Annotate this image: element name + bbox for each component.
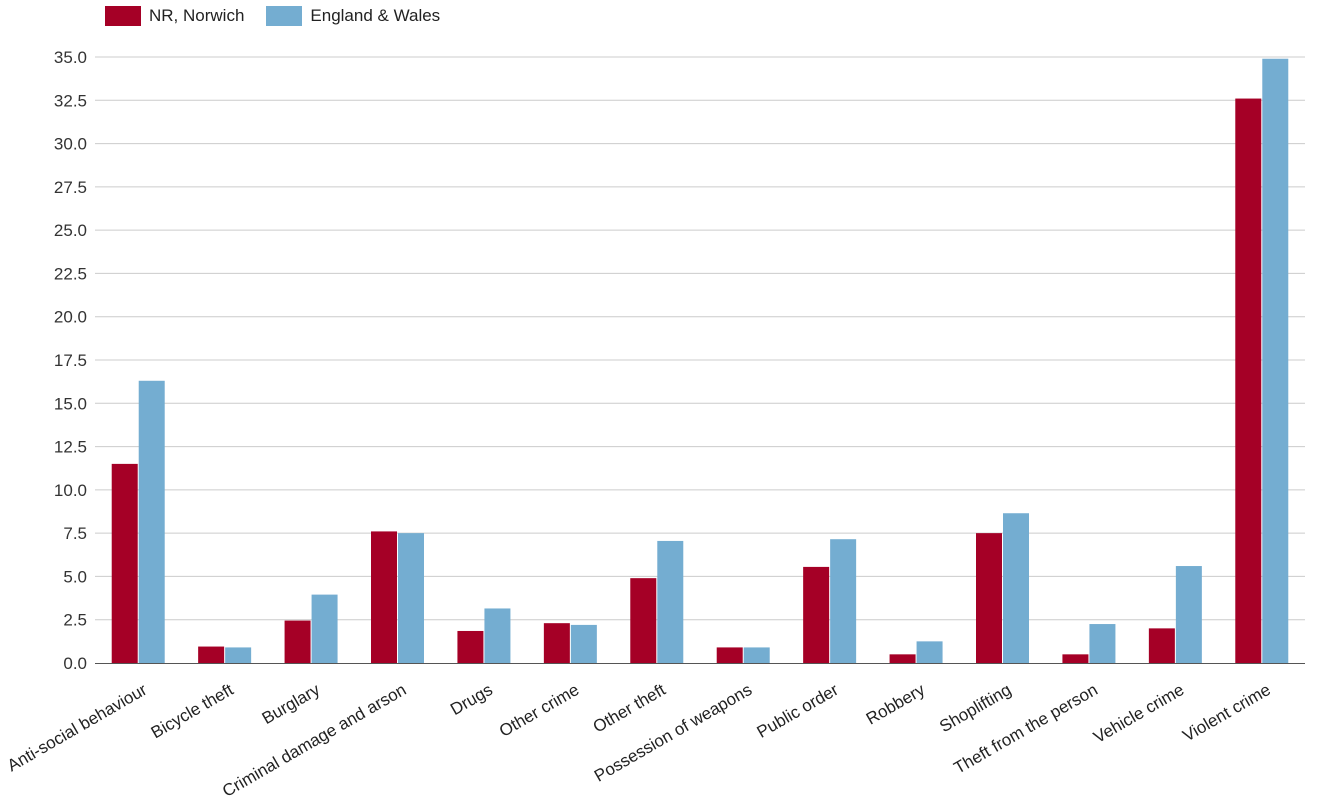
bar-england-wales[interactable] [570, 624, 597, 663]
bar-england-wales[interactable] [743, 647, 770, 663]
bar-norwich[interactable] [284, 620, 311, 663]
legend-label-england-wales: England & Wales [310, 6, 441, 25]
bar-england-wales[interactable] [1003, 513, 1029, 663]
y-tick-label: 17.5 [54, 351, 87, 370]
bar-norwich[interactable] [1148, 628, 1175, 663]
bar-norwich[interactable] [457, 630, 484, 663]
bar-england-wales[interactable] [1089, 624, 1116, 663]
bar-england-wales[interactable] [398, 533, 424, 663]
x-tick-label: Vehicle crime [1090, 680, 1187, 747]
bar-norwich[interactable] [198, 646, 225, 663]
bar-england-wales[interactable] [916, 641, 943, 663]
x-tick-label: Drugs [447, 680, 496, 719]
bar-england-wales[interactable] [138, 380, 165, 663]
y-tick-label: 20.0 [54, 308, 87, 327]
bar-norwich[interactable] [543, 623, 570, 663]
x-tick-label: Robbery [863, 680, 929, 729]
x-tick-label: Theft from the person [951, 680, 1101, 778]
bar-england-wales[interactable] [1262, 58, 1289, 663]
y-tick-label: 5.0 [63, 567, 87, 586]
y-tick-label: 27.5 [54, 178, 87, 197]
bar-england-wales[interactable] [484, 608, 511, 663]
y-tick-label: 25.0 [54, 221, 87, 240]
bar-norwich[interactable] [371, 531, 397, 663]
x-tick-label: Shoplifting [936, 680, 1014, 736]
y-tick-label: 12.5 [54, 438, 87, 457]
y-tick-label: 15.0 [54, 394, 87, 413]
x-tick-label: Other crime [496, 680, 582, 741]
legend-item-england-wales[interactable]: England & Wales [266, 6, 440, 26]
bar-norwich[interactable] [716, 647, 743, 663]
bar-england-wales[interactable] [225, 647, 252, 663]
y-tick-label: 7.5 [63, 524, 87, 543]
bar-norwich[interactable] [111, 463, 138, 663]
legend-swatch-norwich [105, 6, 141, 26]
bar-england-wales[interactable] [1175, 566, 1202, 663]
bar-norwich[interactable] [889, 654, 916, 663]
bar-norwich[interactable] [1235, 98, 1262, 664]
x-tick-label: Burglary [259, 680, 324, 728]
bar-norwich[interactable] [1062, 654, 1089, 663]
x-tick-label: Possession of weapons [591, 680, 755, 786]
x-tick-label: Anti-social behaviour [4, 680, 150, 776]
x-tick-label: Other theft [590, 680, 669, 737]
legend-swatch-england-wales [266, 6, 303, 26]
legend: NR, Norwich England & Wales [105, 6, 440, 26]
y-tick-label: 2.5 [63, 611, 87, 630]
y-tick-label: 22.5 [54, 264, 87, 283]
bars [111, 58, 1289, 664]
y-tick-label: 32.5 [54, 91, 87, 110]
x-tick-label: Bicycle theft [148, 680, 237, 742]
bar-england-wales[interactable] [830, 539, 857, 663]
bar-england-wales[interactable] [657, 540, 684, 663]
y-tick-label: 10.0 [54, 481, 87, 500]
y-tick-label: 0.0 [63, 654, 87, 673]
bar-norwich[interactable] [630, 578, 657, 663]
bar-norwich[interactable] [976, 533, 1002, 663]
y-axis-ticks: 0.0 2.5 5.0 7.5 10.0 12.5 15.0 17.5 20.0 22.5 25.0… [54, 48, 87, 673]
x-tick-label: Violent crime [1179, 680, 1273, 745]
bar-norwich[interactable] [803, 566, 830, 663]
bar-england-wales[interactable] [311, 594, 338, 663]
y-tick-label: 35.0 [54, 48, 87, 67]
y-tick-label: 30.0 [54, 135, 87, 154]
gridlines [95, 56, 1305, 621]
legend-item-norwich[interactable]: NR, Norwich [105, 6, 244, 26]
legend-label-norwich: NR, Norwich [149, 6, 245, 25]
x-tick-label: Public order [754, 680, 842, 742]
